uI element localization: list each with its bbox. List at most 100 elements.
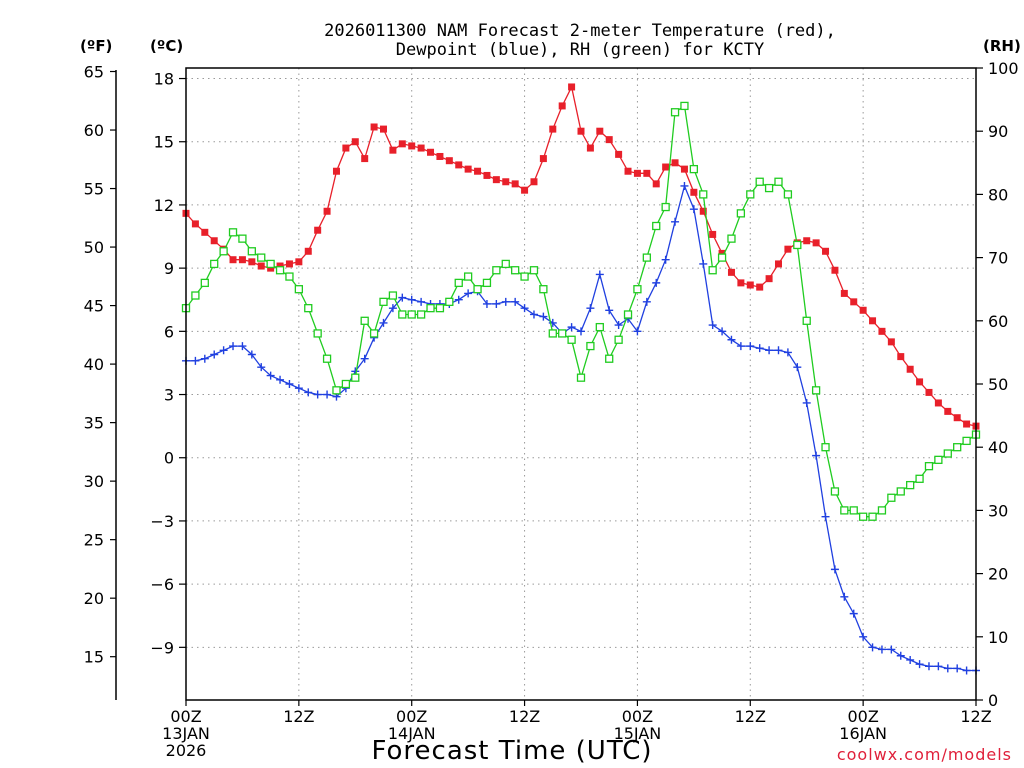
dewpoint-point xyxy=(680,181,689,190)
rh-point xyxy=(294,285,304,294)
fahrenheit-tick-label: 40 xyxy=(84,355,104,374)
temperature-point xyxy=(906,365,914,373)
temperature-point xyxy=(314,226,322,234)
celsius-tick-label: 3 xyxy=(164,386,174,405)
time-tick-label: 00Z xyxy=(847,707,878,726)
dewpoint-point xyxy=(454,295,463,304)
dewpoint-point xyxy=(191,356,200,365)
temperature-point xyxy=(436,152,444,160)
rh-point xyxy=(830,487,840,496)
rh-point xyxy=(877,506,887,515)
dewpoint-point xyxy=(765,346,774,355)
temperature-point xyxy=(455,161,463,169)
dewpoint-point xyxy=(539,312,548,321)
temperature-point xyxy=(304,247,312,255)
time-tick-label: 2026 xyxy=(166,741,207,760)
temperature-point xyxy=(869,317,877,325)
temperature-point xyxy=(558,102,566,110)
rh-point xyxy=(313,329,322,338)
temperature-point xyxy=(257,262,265,270)
fahrenheit-tick-label: 55 xyxy=(84,180,104,199)
dewpoint-point xyxy=(313,390,322,399)
dewpoint-point xyxy=(417,297,426,306)
temperature-point xyxy=(925,388,933,396)
rh-point xyxy=(623,310,633,319)
fahrenheit-axis: 65 60 55 50 45 40 35 30 25 20 15 xyxy=(84,63,116,667)
dewpoint-point xyxy=(708,321,717,330)
dewpoint-point xyxy=(849,609,858,618)
rh-point xyxy=(614,335,623,344)
dewpoint-point xyxy=(896,651,905,660)
dewpoint-point xyxy=(229,342,238,351)
rh-point xyxy=(360,316,369,325)
temperature-point xyxy=(596,127,604,135)
temperature-point xyxy=(859,306,867,314)
temperature-point xyxy=(615,150,623,158)
rh-point xyxy=(247,247,256,256)
temperature-point xyxy=(332,167,340,175)
time-tick-label: 00Z xyxy=(396,707,427,726)
dewpoint-point xyxy=(793,363,802,372)
celsius-tick-label: 0 xyxy=(164,449,174,468)
temperature-point xyxy=(229,256,237,264)
dewpoint-point xyxy=(210,350,219,359)
temperature-point xyxy=(633,169,641,177)
rh-tick-label: 70 xyxy=(988,249,1008,268)
temperature-point xyxy=(511,180,519,188)
temperature-point xyxy=(605,136,613,144)
temperature-point xyxy=(586,144,594,152)
temperature-point xyxy=(210,237,218,245)
dewpoint-point xyxy=(859,632,868,641)
temperature-point xyxy=(699,207,707,215)
temperature-point xyxy=(822,247,830,255)
temperature-point xyxy=(483,171,491,179)
rh-point xyxy=(322,354,332,363)
temperature-point xyxy=(201,228,209,236)
dewpoint-point xyxy=(501,297,510,306)
rh-point xyxy=(407,310,416,319)
celsius-tick-label: 9 xyxy=(164,259,174,278)
rh-point xyxy=(492,266,501,275)
rh-point xyxy=(915,474,924,483)
temperature-point xyxy=(662,163,670,171)
temperature-point xyxy=(445,157,453,165)
rh-point xyxy=(304,304,313,313)
temperature-point xyxy=(934,399,942,407)
grid-lines xyxy=(186,68,976,700)
dewpoint-point xyxy=(727,335,736,344)
temperature-point xyxy=(464,165,472,173)
dewpoint-point xyxy=(689,205,698,214)
credit-text: coolwx.com/models xyxy=(837,745,1012,764)
dewpoint-point xyxy=(511,297,520,306)
temperature-point xyxy=(690,188,698,196)
dewpoint-point xyxy=(492,299,501,308)
rh-point xyxy=(416,310,426,319)
dewpoint-point xyxy=(671,217,680,226)
rh-point xyxy=(755,177,764,186)
dewpoint-point xyxy=(718,327,727,336)
dewpoint-point xyxy=(595,270,604,279)
temperature-point xyxy=(370,123,378,131)
chart-title-line-1: 2026011300 NAM Forecast 2-meter Temperat… xyxy=(324,21,836,41)
dewpoint-point xyxy=(294,384,303,393)
dewpoint-point xyxy=(586,304,595,313)
rh-point xyxy=(670,108,680,117)
celsius-tick-label: −9 xyxy=(150,638,174,657)
time-tick-label: 12Z xyxy=(735,707,766,726)
rh-tick-label: 50 xyxy=(988,375,1008,394)
dewpoint-point xyxy=(266,371,275,380)
rh-point xyxy=(454,278,463,288)
temperature-point xyxy=(897,353,905,361)
temperature-point xyxy=(238,256,246,264)
fahrenheit-tick-label: 35 xyxy=(84,414,104,433)
rh-point xyxy=(953,443,962,452)
dewpoint-point xyxy=(953,664,962,673)
temperature-point xyxy=(191,220,199,228)
dewpoint-point xyxy=(774,346,783,355)
celsius-tick-label: −6 xyxy=(150,575,174,594)
temperature-point xyxy=(831,266,839,274)
rh-point xyxy=(642,253,651,262)
rh-point xyxy=(200,278,209,288)
